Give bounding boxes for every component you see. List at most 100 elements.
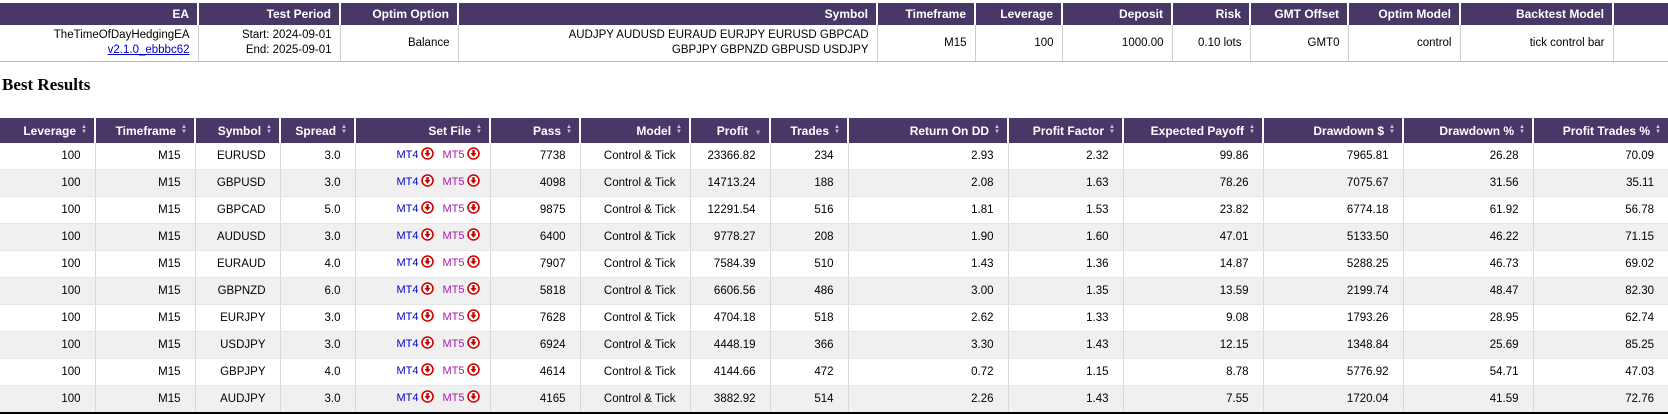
mt4-setfile-link[interactable]: MT4 [396, 338, 419, 350]
cell-model: Control & Tick [580, 250, 691, 278]
cell-timeframe: M15 [95, 196, 196, 224]
ea-name: TheTimeOfDayHedgingEA [53, 29, 190, 41]
column-header-model[interactable]: Model ▲ ▼ [580, 118, 691, 143]
mt5-setfile-link[interactable]: MT5 [442, 338, 465, 350]
mt5-setfile-link[interactable]: MT5 [442, 365, 465, 377]
download-icon[interactable] [466, 201, 480, 219]
column-header-symbol[interactable]: Symbol ▲ ▼ [195, 118, 281, 143]
download-icon[interactable] [466, 309, 480, 327]
mt4-setfile-link[interactable]: MT4 [396, 284, 419, 296]
column-header-set-file[interactable]: Set File ▲ ▼ [355, 118, 491, 143]
column-header-leverage[interactable]: Leverage ▲ ▼ [0, 118, 96, 143]
column-label: Profit [716, 123, 749, 138]
sort-icon: ▲ ▼ [181, 124, 187, 136]
cell-symbol: EURAUD [195, 250, 281, 278]
column-header-drawdown-pct[interactable]: Drawdown % ▲ ▼ [1403, 118, 1534, 143]
backtest-model-value: tick control bar [1460, 25, 1614, 62]
set-file-cell: MT4 MT5 [355, 277, 491, 305]
download-icon[interactable] [420, 228, 434, 246]
mt5-setfile-link[interactable]: MT5 [442, 311, 465, 323]
test-period-start: Start: 2024-09-01 [241, 29, 332, 41]
column-header-spread[interactable]: Spread ▲ ▼ [280, 118, 356, 143]
download-icon[interactable] [420, 282, 434, 300]
mt5-setfile-link[interactable]: MT5 [442, 392, 465, 404]
cell-trades: 188 [770, 169, 849, 197]
download-icon[interactable] [466, 174, 480, 192]
cell-expected-payoff: 47.01 [1123, 223, 1264, 251]
download-icon[interactable] [420, 174, 434, 192]
download-icon[interactable] [466, 147, 480, 165]
mt4-setfile-link[interactable]: MT4 [396, 365, 419, 377]
download-icon[interactable] [466, 363, 480, 381]
sort-icon: ▲ ▼ [81, 124, 87, 136]
cell-drawdown-pct: 54.71 [1403, 358, 1534, 386]
column-header-drawdown-usd[interactable]: Drawdown $ ▲ ▼ [1263, 118, 1404, 143]
deposit-value: 1000.00 [1062, 25, 1173, 62]
cell-drawdown-pct: 46.22 [1403, 223, 1534, 251]
cell-expected-payoff: 7.55 [1123, 385, 1264, 414]
mt4-setfile-link[interactable]: MT4 [396, 392, 419, 404]
cell-expected-payoff: 78.26 [1123, 169, 1264, 197]
column-header-profit[interactable]: Profit ▼ [690, 118, 771, 143]
mt5-setfile-link[interactable]: MT5 [442, 257, 465, 269]
mt4-setfile-link[interactable]: MT4 [396, 149, 419, 161]
download-icon[interactable] [466, 228, 480, 246]
download-icon[interactable] [420, 363, 434, 381]
cell-leverage: 100 [0, 250, 96, 278]
info-header-gmt-offset: GMT Offset [1250, 3, 1349, 25]
cell-model: Control & Tick [580, 358, 691, 386]
download-icon[interactable] [420, 201, 434, 219]
download-icon[interactable] [420, 336, 434, 354]
column-label: Timeframe [115, 123, 177, 138]
ea-cell: TheTimeOfDayHedgingEA v2.1.0_ebbbc62 [0, 25, 199, 62]
cell-spread: 4.0 [280, 250, 356, 278]
cell-expected-payoff: 99.86 [1123, 143, 1264, 170]
column-header-expected-payoff[interactable]: Expected Payoff ▲ ▼ [1123, 118, 1264, 143]
cell-expected-payoff: 23.82 [1123, 196, 1264, 224]
download-icon[interactable] [420, 309, 434, 327]
cell-profit-factor: 1.43 [1008, 331, 1124, 359]
cell-profit-trades-pct: 56.78 [1533, 196, 1668, 224]
mt4-setfile-link[interactable]: MT4 [396, 203, 419, 215]
download-icon[interactable] [466, 390, 480, 408]
info-header-optim-option: Optim Option [340, 3, 459, 25]
mt5-setfile-link[interactable]: MT5 [442, 284, 465, 296]
download-icon[interactable] [420, 147, 434, 165]
cell-spread: 3.0 [280, 223, 356, 251]
download-icon[interactable] [420, 390, 434, 408]
info-value-row: TheTimeOfDayHedgingEA v2.1.0_ebbbc62 Sta… [0, 25, 1668, 62]
column-header-return-on-dd[interactable]: Return On DD ▲ ▼ [848, 118, 1009, 143]
cell-profit-factor: 1.15 [1008, 358, 1124, 386]
column-header-profit-factor[interactable]: Profit Factor ▲ ▼ [1008, 118, 1124, 143]
column-header-pass[interactable]: Pass ▲ ▼ [490, 118, 581, 143]
column-label: Symbol [217, 123, 262, 138]
mt5-setfile-link[interactable]: MT5 [442, 203, 465, 215]
column-header-trades[interactable]: Trades ▲ ▼ [770, 118, 849, 143]
sort-icon: ▲ ▼ [1519, 124, 1525, 136]
info-header-symbol: Symbol [458, 3, 878, 25]
set-file-cell: MT4 MT5 [355, 143, 491, 170]
column-header-timeframe[interactable]: Timeframe ▲ ▼ [95, 118, 196, 143]
mt5-setfile-link[interactable]: MT5 [442, 230, 465, 242]
cell-profit-factor: 1.33 [1008, 304, 1124, 332]
mt4-setfile-link[interactable]: MT4 [396, 230, 419, 242]
table-row: 100 M15 AUDUSD 3.0 MT4 MT5 6400 Control & Tick 9… [0, 223, 1668, 251]
mt4-setfile-link[interactable]: MT4 [396, 257, 419, 269]
set-file-cell: MT4 MT5 [355, 304, 491, 332]
cell-return-on-dd: 2.26 [848, 385, 1009, 414]
table-row: 100 M15 AUDJPY 3.0 MT4 MT5 4165 Control & Tick 3… [0, 385, 1668, 414]
column-header-profit-trades-pct[interactable]: Profit Trades % ▲ ▼ [1533, 118, 1668, 143]
mt4-setfile-link[interactable]: MT4 [396, 176, 419, 188]
ea-version-link[interactable]: v2.1.0_ebbbc62 [107, 44, 190, 56]
sort-icon: ▲ ▼ [566, 124, 572, 136]
mt4-setfile-link[interactable]: MT4 [396, 311, 419, 323]
download-icon[interactable] [420, 255, 434, 273]
mt5-setfile-link[interactable]: MT5 [442, 176, 465, 188]
cell-symbol: AUDUSD [195, 223, 281, 251]
download-icon[interactable] [466, 255, 480, 273]
download-icon[interactable] [466, 282, 480, 300]
cell-profit-factor: 2.32 [1008, 143, 1124, 170]
mt5-setfile-link[interactable]: MT5 [442, 149, 465, 161]
info-header-deposit: Deposit [1062, 3, 1173, 25]
download-icon[interactable] [466, 336, 480, 354]
